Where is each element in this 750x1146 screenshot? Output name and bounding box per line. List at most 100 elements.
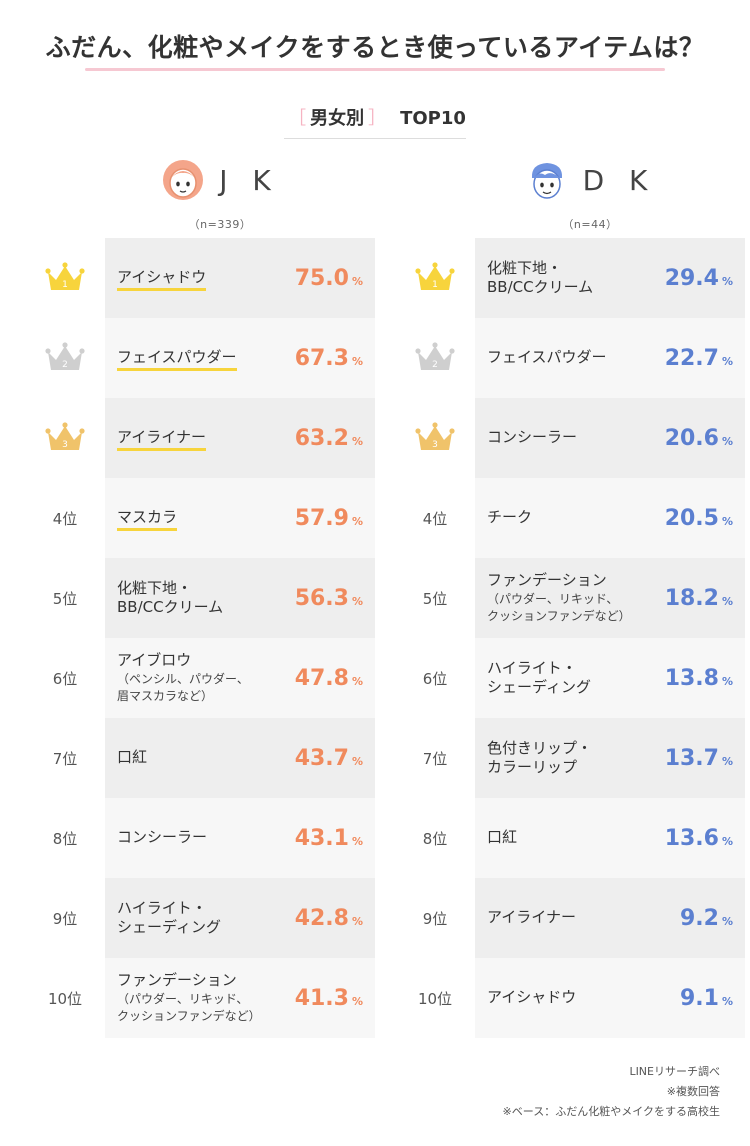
dk-cell-1: 化粧下地・ BB/CCクリーム 29.4%: [475, 238, 745, 318]
dk-row-7: 7位 色付きリップ・ カラーリップ 13.7%: [395, 718, 745, 798]
jk-item-label: アイシャドウ: [117, 268, 207, 292]
footnotes: LINEリサーチ調べ ※複数回答 ※ベース：ふだん化粧やメイクをする高校生: [503, 1062, 720, 1122]
dk-value-7: 13.7%: [664, 745, 733, 771]
crown-silver-icon: 2: [415, 342, 455, 370]
jk-rank-8: 8位: [52, 829, 78, 848]
dk-row-10: 10位 アイシャドウ 9.1%: [395, 958, 745, 1038]
svg-text:3: 3: [62, 440, 68, 450]
note-source: LINEリサーチ調べ: [629, 1065, 720, 1078]
subtitle: ［ 男女別 ］ TOP10: [0, 104, 750, 130]
dk-n: （n=44）: [562, 218, 618, 231]
dk-item-label: コンシーラー: [487, 428, 578, 447]
jk-value-5: 56.3%: [294, 585, 363, 611]
dk-item-label: 化粧下地・ BB/CCクリーム: [487, 258, 594, 297]
crown-silver-icon: 2: [45, 342, 85, 370]
dk-row-1: 1 化粧下地・ BB/CCクリーム 29.4%: [395, 238, 745, 318]
jk-rank-2: 2: [25, 318, 105, 398]
jk-rank-6: 6位: [52, 669, 78, 688]
jk-item-label: アイブロウ （ペンシル、パウダー、 眉マスカラなど）: [117, 651, 249, 703]
jk-rank-10: 10位: [47, 989, 83, 1008]
jk-row-1: 1 アイシャドウ 75.0%: [25, 238, 375, 318]
dk-row-5: 5位 ファンデーション （パウダー、リキッド、 クッションファンデなど） 18.2%: [395, 558, 745, 638]
jk-rank-7: 7位: [52, 749, 78, 768]
jk-ranking: 1 アイシャドウ 75.0% 2 フェイスパウダー 67.3% 3 アイライナー 63.2% 4位…: [25, 238, 375, 1038]
jk-cell-7: 口紅 43.7%: [105, 718, 375, 798]
jk-item-label: ハイライト・ シェーディング: [117, 898, 221, 937]
bracket-close: ］: [368, 108, 387, 129]
dk-value-5: 18.2%: [664, 585, 733, 611]
title-underline: [85, 68, 665, 71]
jk-value-8: 43.1%: [294, 825, 363, 851]
dk-cell-3: コンシーラー 20.6%: [475, 398, 745, 478]
jk-cell-6: アイブロウ （ペンシル、パウダー、 眉マスカラなど） 47.8%: [105, 638, 375, 718]
dk-value-3: 20.6%: [664, 425, 733, 451]
jk-row-7: 7位 口紅 43.7%: [25, 718, 375, 798]
dk-cell-9: アイライナー 9.2%: [475, 878, 745, 958]
dk-row-3: 3 コンシーラー 20.6%: [395, 398, 745, 478]
jk-cell-2: フェイスパウダー 67.3%: [105, 318, 375, 398]
jk-cell-4: マスカラ 57.9%: [105, 478, 375, 558]
jk-rank-4: 4位: [52, 509, 78, 528]
jk-row-8: 8位 コンシーラー 43.1%: [25, 798, 375, 878]
dk-row-9: 9位 アイライナー 9.2%: [395, 878, 745, 958]
jk-item-label: 口紅: [117, 748, 148, 767]
dk-rank-9: 9位: [422, 909, 448, 928]
jk-header: J K （n=339）: [80, 158, 360, 232]
dk-rank-1: 1: [395, 238, 475, 318]
dk-row-2: 2 フェイスパウダー 22.7%: [395, 318, 745, 398]
jk-rank-5: 5位: [52, 589, 78, 608]
jk-rank-3: 3: [25, 398, 105, 478]
dk-cell-5: ファンデーション （パウダー、リキッド、 クッションファンデなど） 18.2%: [475, 558, 745, 638]
jk-value-2: 67.3%: [294, 345, 363, 371]
dk-cell-7: 色付きリップ・ カラーリップ 13.7%: [475, 718, 745, 798]
subtitle-text: 男女別: [310, 108, 365, 129]
dk-ranking: 1 化粧下地・ BB/CCクリーム 29.4% 2 フェイスパウダー 22.7% 3 コンシーラ…: [395, 238, 745, 1038]
dk-item-label: アイライナー: [487, 908, 576, 927]
jk-item-label: ファンデーション （パウダー、リキッド、 クッションファンデなど）: [117, 971, 261, 1023]
jk-label: J K: [219, 163, 279, 197]
subtitle-underline: [284, 138, 466, 139]
jk-cell-9: ハイライト・ シェーディング 42.8%: [105, 878, 375, 958]
jk-rank-1: 1: [25, 238, 105, 318]
jk-row-9: 9位 ハイライト・ シェーディング 42.8%: [25, 878, 375, 958]
dk-rank-8: 8位: [422, 829, 448, 848]
dk-item-label: 色付きリップ・ カラーリップ: [487, 738, 593, 777]
chart-title: ふだん、化粧やメイクをするとき使っているアイテムは？: [45, 33, 705, 62]
jk-value-3: 63.2%: [294, 425, 363, 451]
dk-item-label: 口紅: [487, 828, 518, 847]
subtitle-top10: TOP10: [400, 108, 466, 129]
dk-item-label: フェイスパウダー: [487, 348, 607, 367]
dk-rank-4: 4位: [422, 509, 448, 528]
crown-gold-icon: 1: [415, 262, 455, 290]
crown-bronze-icon: 3: [45, 422, 85, 450]
svg-text:2: 2: [62, 360, 68, 370]
dk-cell-4: チーク 20.5%: [475, 478, 745, 558]
dk-rank-3: 3: [395, 398, 475, 478]
dk-value-10: 9.1%: [679, 985, 733, 1011]
jk-rank-9: 9位: [52, 909, 78, 928]
jk-cell-5: 化粧下地・ BB/CCクリーム 56.3%: [105, 558, 375, 638]
svg-text:1: 1: [62, 280, 68, 290]
jk-item-label: フェイスパウダー: [117, 348, 237, 372]
jk-n: （n=339）: [188, 218, 252, 231]
jk-item-label: マスカラ: [117, 508, 178, 532]
jk-value-10: 41.3%: [294, 985, 363, 1011]
dk-value-1: 29.4%: [664, 265, 733, 291]
dk-item-label: チーク: [487, 508, 533, 527]
jk-value-7: 43.7%: [294, 745, 363, 771]
dk-rank-2: 2: [395, 318, 475, 398]
jk-value-1: 75.0%: [294, 265, 363, 291]
jk-value-6: 47.8%: [294, 665, 363, 691]
jk-row-3: 3 アイライナー 63.2%: [25, 398, 375, 478]
dk-value-8: 13.6%: [664, 825, 733, 851]
dk-rank-5: 5位: [422, 589, 448, 608]
svg-text:2: 2: [432, 360, 438, 370]
dk-item-label: ファンデーション （パウダー、リキッド、 クッションファンデなど）: [487, 571, 631, 623]
dk-value-6: 13.8%: [664, 665, 733, 691]
dk-cell-10: アイシャドウ 9.1%: [475, 958, 745, 1038]
dk-rank-10: 10位: [417, 989, 453, 1008]
dk-value-2: 22.7%: [664, 345, 733, 371]
jk-row-6: 6位 アイブロウ （ペンシル、パウダー、 眉マスカラなど） 47.8%: [25, 638, 375, 718]
crown-gold-icon: 1: [45, 262, 85, 290]
dk-row-8: 8位 口紅 13.6%: [395, 798, 745, 878]
